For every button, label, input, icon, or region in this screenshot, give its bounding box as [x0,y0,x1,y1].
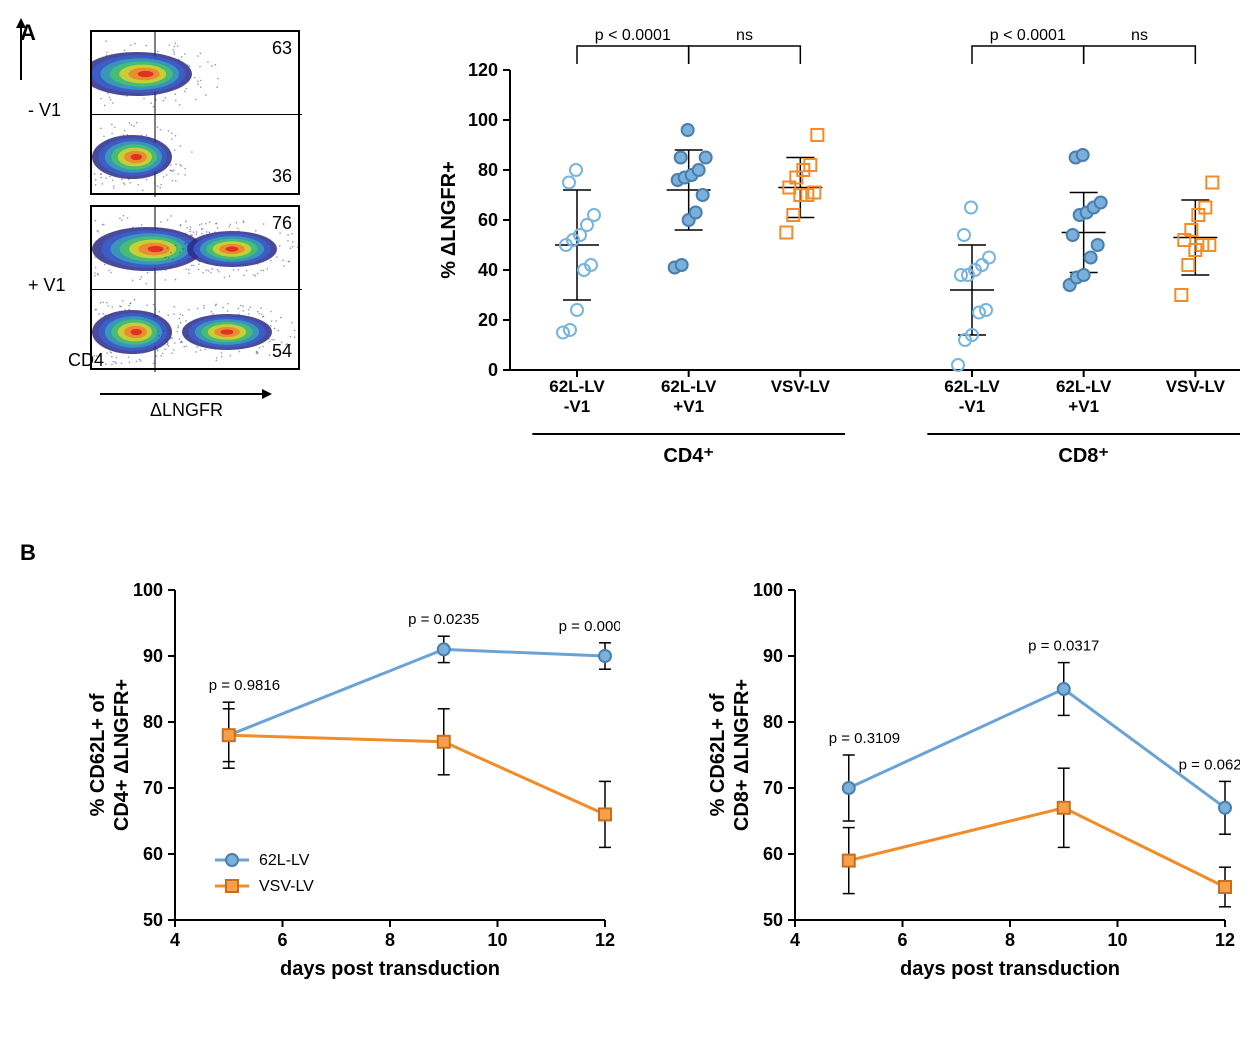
svg-text:ns: ns [736,27,753,44]
line-chart-right: 50 60 70 80 90 100 4 6 8 10 12 days post transducti… [700,550,1240,995]
svg-text:p = 0.3109: p = 0.3109 [829,730,900,747]
facs-density-bottom [92,207,302,372]
svg-text:p = 0.9816: p = 0.9816 [209,677,280,694]
svg-text:VSV-LV: VSV-LV [259,878,314,895]
svg-text:p = 0.0317: p = 0.0317 [1028,638,1099,655]
svg-text:100: 100 [133,580,163,600]
svg-text:4: 4 [170,930,180,950]
line-svg-right: 50 60 70 80 90 100 4 6 8 10 12 days post transducti… [700,550,1240,990]
svg-text:0: 0 [488,360,498,380]
svg-text:VSV-LV: VSV-LV [1166,377,1226,396]
svg-text:-V1: -V1 [564,397,590,416]
svg-text:+V1: +V1 [673,397,704,416]
svg-text:62L-LV: 62L-LV [549,377,605,396]
svg-text:50: 50 [143,910,163,930]
svg-text:CD8⁺: CD8⁺ [1058,445,1109,467]
facs-cond-top: - V1 [28,100,61,121]
facs-plots-block: - V1 63 36 + V1 76 54 [90,30,300,380]
line-chart-left: 50 60 70 80 90 100 4 6 8 10 12 days post transducti… [80,550,620,995]
svg-text:60: 60 [478,210,498,230]
svg-text:CD4⁺: CD4⁺ [663,445,714,467]
svg-text:8: 8 [1005,930,1015,950]
svg-text:+V1: +V1 [1068,397,1099,416]
facs-num-bot-lower: 54 [272,341,292,362]
svg-text:% CD62L+ of: % CD62L+ of [87,693,109,816]
facs-num-top-lower: 36 [272,166,292,187]
panel-b: B 50 60 70 80 90 100 4 6 8 10 12 days post transduc… [20,540,1238,1040]
svg-text:6: 6 [897,930,907,950]
svg-text:60: 60 [143,844,163,864]
svg-text:% CD62L+ of: % CD62L+ of [707,693,729,816]
svg-text:% ΔLNGFR+: % ΔLNGFR+ [438,161,460,279]
svg-text:ns: ns [1131,27,1148,44]
svg-text:-V1: -V1 [959,397,985,416]
svg-text:62L-LV: 62L-LV [259,852,310,869]
svg-text:120: 120 [468,60,498,80]
facs-cond-bottom: + V1 [28,275,66,296]
svg-text:70: 70 [763,778,783,798]
svg-text:8: 8 [385,930,395,950]
svg-text:days post transduction: days post transduction [280,958,500,980]
facs-density-top [92,32,302,197]
svg-text:40: 40 [478,260,498,280]
svg-text:CD8+ ΔLNGFR+: CD8+ ΔLNGFR+ [731,679,753,831]
svg-text:100: 100 [753,580,783,600]
svg-text:p = 0.0005: p = 0.0005 [559,618,620,635]
svg-text:12: 12 [1215,930,1235,950]
svg-text:90: 90 [763,646,783,666]
svg-text:90: 90 [143,646,163,666]
svg-text:60: 60 [763,844,783,864]
svg-text:80: 80 [763,712,783,732]
svg-text:CD4+ ΔLNGFR+: CD4+ ΔLNGFR+ [111,679,133,831]
facs-num-top-upper: 63 [272,38,292,59]
scatter-svg: 020406080100120% ΔLNGFR+62L-LV-V162L-LV+… [430,20,1250,500]
svg-text:10: 10 [1107,930,1127,950]
scatter-chart-a: 020406080100120% ΔLNGFR+62L-LV-V162L-LV+… [430,20,1250,505]
svg-text:days post transduction: days post transduction [900,958,1120,980]
svg-text:80: 80 [478,160,498,180]
svg-text:62L-LV: 62L-LV [944,377,1000,396]
svg-text:4: 4 [790,930,800,950]
svg-text:62L-LV: 62L-LV [1056,377,1112,396]
svg-text:50: 50 [763,910,783,930]
facs-plot-top: 63 36 [90,30,300,195]
svg-text:6: 6 [277,930,287,950]
facs-y-label: CD4 [68,350,104,371]
svg-text:70: 70 [143,778,163,798]
svg-text:20: 20 [478,310,498,330]
facs-x-label: ΔLNGFR [150,400,223,421]
svg-text:p = 0.0624: p = 0.0624 [1179,756,1240,773]
svg-text:100: 100 [468,110,498,130]
panel-a: A - V1 63 36 + V1 76 54 CD4 ΔLNGFR 02040… [20,20,1238,510]
svg-text:p < 0.0001: p < 0.0001 [595,27,671,44]
panel-b-label: B [20,540,36,566]
svg-text:VSV-LV: VSV-LV [771,377,831,396]
figure-root: A - V1 63 36 + V1 76 54 CD4 ΔLNGFR 02040… [20,20,1238,1040]
facs-x-arrow [100,393,270,395]
facs-num-bot-upper: 76 [272,213,292,234]
svg-text:80: 80 [143,712,163,732]
svg-text:p = 0.0235: p = 0.0235 [408,611,479,628]
svg-text:p < 0.0001: p < 0.0001 [990,27,1066,44]
facs-plot-bottom: 76 54 [90,205,300,370]
svg-text:62L-LV: 62L-LV [661,377,717,396]
svg-text:10: 10 [487,930,507,950]
svg-text:12: 12 [595,930,615,950]
line-svg-left: 50 60 70 80 90 100 4 6 8 10 12 days post transducti… [80,550,620,990]
